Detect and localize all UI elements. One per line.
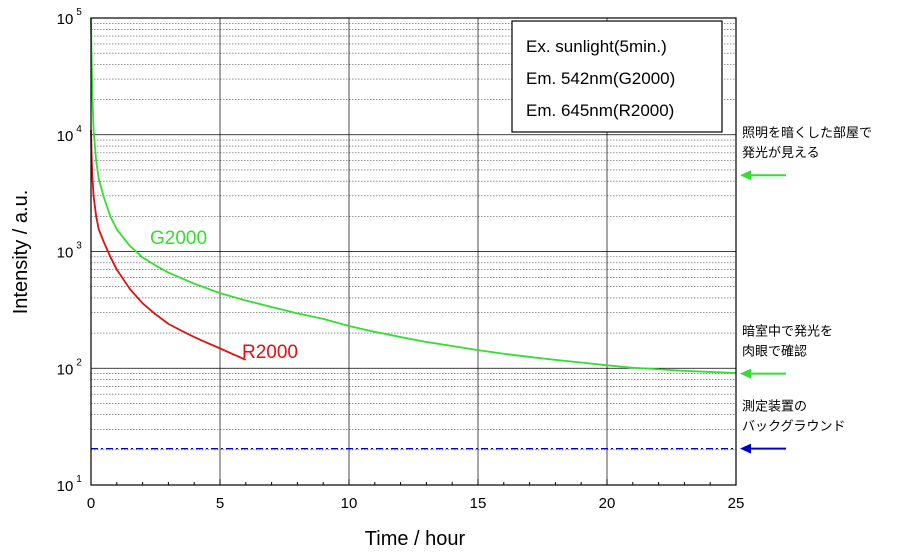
y-axis-title: Intensity / a.u. [10, 190, 32, 315]
annotation-arrow-head [740, 368, 751, 379]
annotation-text: 発光が見える [742, 146, 820, 161]
series-line-r2000 [90, 129, 247, 361]
annotations: 照明を暗くした部屋で発光が見える暗室中で発光を肉眼で確認測定装置のバックグラウン… [740, 126, 872, 454]
series-label-g2000: G2000 [150, 228, 207, 249]
y-tick-base: 10 [57, 361, 74, 378]
x-tick-labels: 0 5 10 15 20 25 [87, 495, 745, 512]
annotation-text: 照明を暗くした部屋で [742, 126, 872, 141]
annotation-arrow-head [740, 443, 751, 454]
annotation-text: バックグラウンド [742, 420, 845, 435]
y-tick-base: 10 [57, 11, 74, 28]
legend-line-g2000: Em. 542nm(G2000) [526, 69, 675, 88]
y-tick-label: 10 1 [57, 474, 83, 495]
x-tick-label: 5 [216, 495, 224, 512]
x-tick-label: 10 [341, 495, 358, 512]
annotation-text: 肉眼で確認 [742, 344, 807, 360]
y-tick-exponent: 2 [76, 357, 82, 368]
y-tick-base: 10 [57, 478, 74, 495]
y-tick-base: 10 [57, 128, 74, 145]
x-tick-label: 0 [87, 495, 95, 512]
legend: Ex. sunlight(5min.) Em. 542nm(G2000) Em.… [511, 20, 723, 133]
y-tick-base: 10 [57, 245, 74, 262]
x-tick-label: 25 [728, 495, 745, 512]
y-tick-exponent: 1 [76, 474, 82, 485]
y-tick-exponent: 4 [76, 124, 82, 135]
x-tick-label: 20 [599, 495, 616, 512]
y-tick-exponent: 5 [76, 7, 82, 18]
y-tick-label: 10 3 [57, 241, 83, 262]
series-label-r2000: R2000 [242, 342, 298, 363]
legend-box [511, 20, 723, 133]
series-line-g2000 [90, 17, 737, 374]
x-tick-label: 15 [470, 495, 487, 512]
plot-frame [90, 17, 737, 486]
annotation-text: 暗室中で発光を [742, 324, 833, 340]
y-tick-label: 10 5 [57, 7, 83, 28]
legend-line-r2000: Em. 645nm(R2000) [526, 101, 674, 120]
x-axis-title: Time / hour [365, 528, 466, 550]
legend-line-excitation: Ex. sunlight(5min.) [526, 37, 667, 56]
tick-marks [90, 479, 737, 485]
y-tick-label: 10 4 [57, 124, 83, 145]
series-layer [90, 17, 737, 450]
annotation-arrow-head [740, 170, 751, 181]
y-tick-label: 10 2 [57, 357, 83, 378]
y-tick-exponent: 3 [76, 241, 82, 252]
annotation-text: 測定装置の [742, 400, 807, 415]
